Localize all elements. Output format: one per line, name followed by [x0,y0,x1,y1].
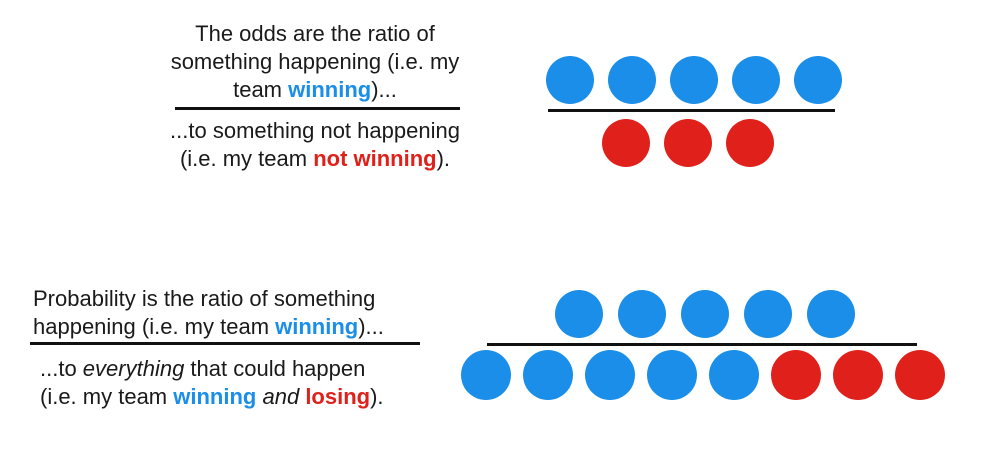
probability-dot-fraction-bar [487,343,917,346]
probability-denominator-line1-pre: ...to [40,356,83,381]
probability-top-dot-win [807,290,855,338]
odds-dot-fraction-bar [548,109,835,112]
probability-bottom-dot-lose [895,350,945,400]
probability-bottom-dot-win [709,350,759,400]
probability-denominator-line2-post: ). [370,384,384,409]
probability-winning-highlight-2: winning [173,384,257,409]
odds-winning-highlight: winning [288,77,372,102]
odds-numerator-line2: something happening (i.e. my [170,49,460,74]
probability-text-fraction-bar [30,342,420,345]
odds-top-dot-win [732,56,780,104]
odds-top-dot-win [794,56,842,104]
odds-numerator-line3: team winning)... [150,76,480,104]
probability-denominator-text: ...to everything that could happen (i.e.… [40,355,440,411]
probability-numerator-line2-post: )... [358,314,384,339]
odds-bottom-dot-lose [602,119,650,167]
odds-numerator-line3-pre: team [233,77,289,102]
probability-bottom-dot-lose [771,350,821,400]
odds-denominator-line2-pre: (i.e. my team [179,146,314,171]
odds-denominator-line1: ...to something not happening [170,118,460,143]
probability-bottom-dot-win [585,350,635,400]
probability-numerator-text: Probability is the ratio of something ha… [33,285,433,341]
probability-bottom-dot-lose [833,350,883,400]
probability-and-emphasis: and [262,384,300,409]
odds-denominator-line2: (i.e. my team not winning). [150,145,480,173]
probability-denominator-line2-pre: (i.e. my team [40,384,174,409]
odds-text-fraction-bar [175,107,460,110]
odds-denominator-text: ...to something not happening (i.e. my t… [150,117,480,173]
probability-bottom-dot-win [647,350,697,400]
odds-bottom-dot-lose [726,119,774,167]
odds-numerator-line3-post: )... [371,77,397,102]
probability-numerator-line2-pre: happening (i.e. my team [33,314,276,339]
probability-denominator-line1: ...to everything that could happen [40,355,440,383]
probability-denominator-line1-post: that could happen [184,356,366,381]
probability-denominator-line2: (i.e. my team winning and losing). [40,383,440,411]
probability-numerator-line2: happening (i.e. my team winning)... [33,313,433,341]
odds-denominator-line2-post: ). [436,146,451,171]
odds-top-dot-win [608,56,656,104]
probability-bottom-dot-win [461,350,511,400]
probability-top-dot-win [744,290,792,338]
odds-numerator-line1: The odds are the ratio of [195,21,435,46]
odds-bottom-dot-lose [664,119,712,167]
probability-top-dot-win [681,290,729,338]
probability-losing-highlight: losing [305,384,371,409]
probability-numerator-line1: Probability is the ratio of something [33,286,376,311]
probability-winning-highlight: winning [275,314,359,339]
odds-top-dot-win [670,56,718,104]
probability-bottom-dot-win [523,350,573,400]
odds-not-winning-highlight: not winning [313,146,437,171]
probability-top-dot-win [555,290,603,338]
probability-everything-emphasis: everything [82,356,185,381]
probability-top-dot-win [618,290,666,338]
odds-numerator-text: The odds are the ratio of something happ… [150,20,480,104]
odds-top-dot-win [546,56,594,104]
